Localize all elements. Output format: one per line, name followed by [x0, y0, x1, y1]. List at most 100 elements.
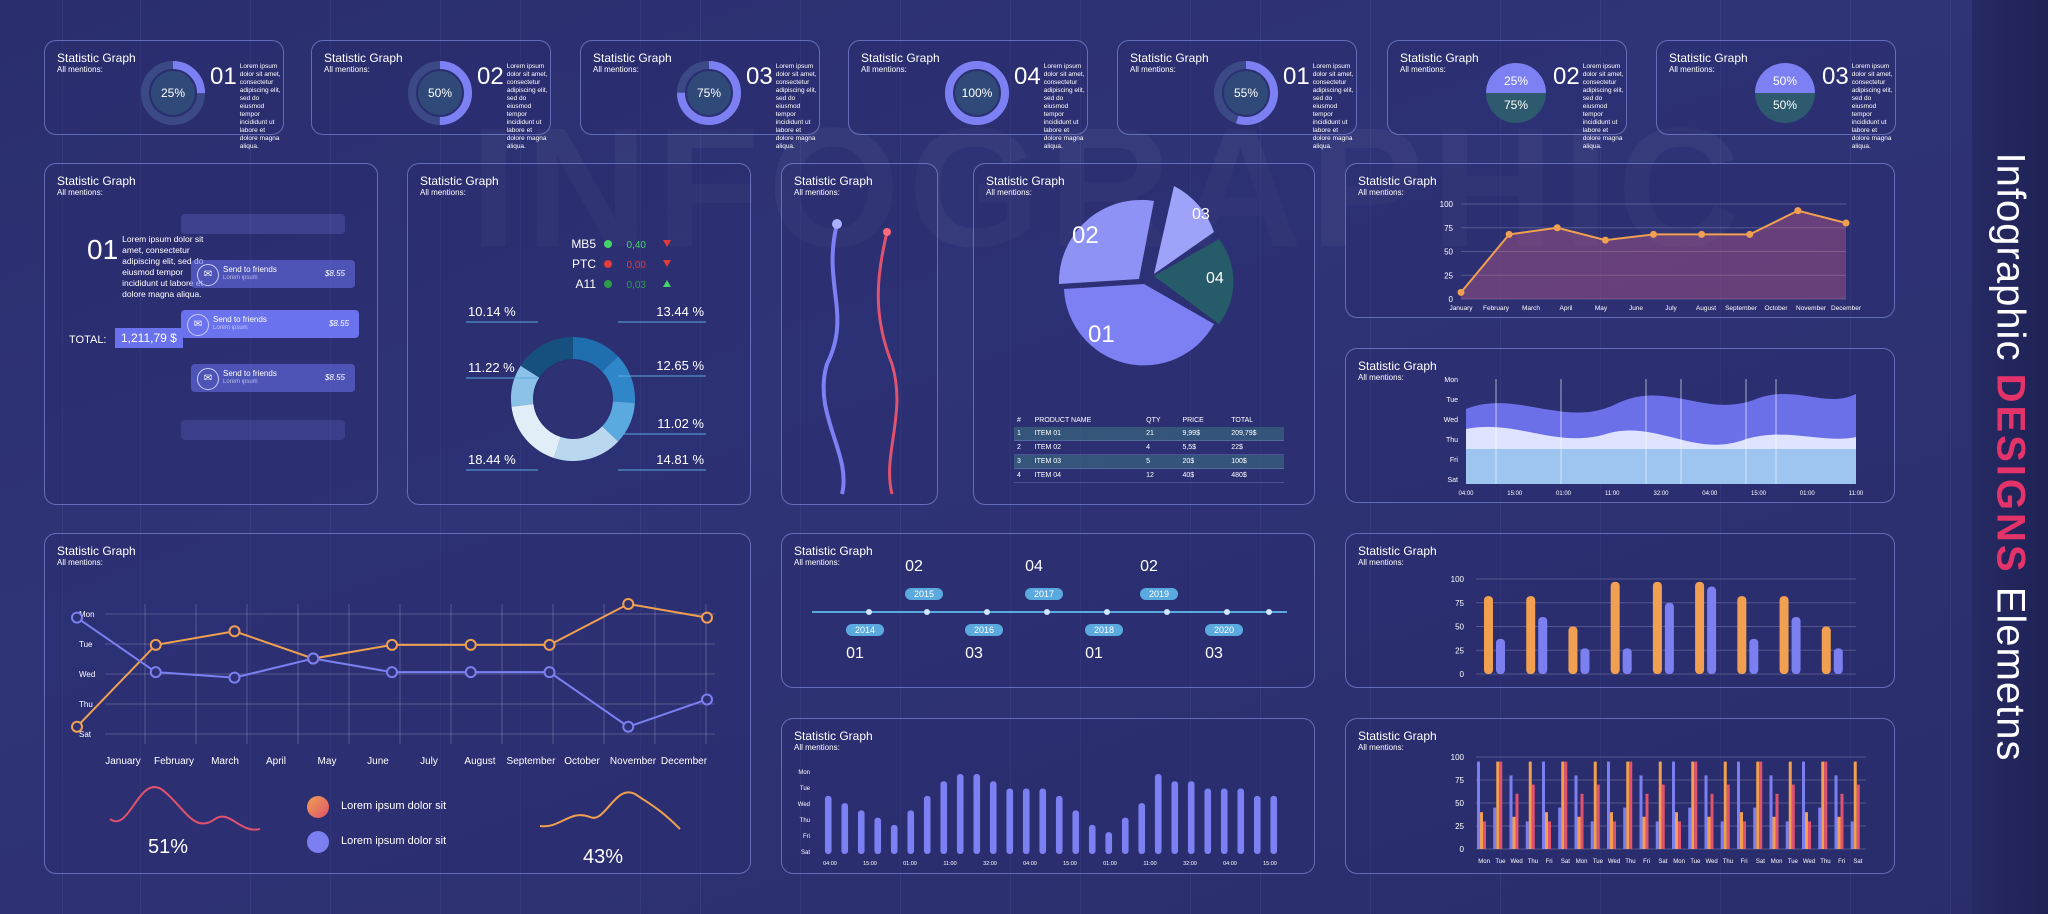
- x-tick-label: Fri: [1741, 859, 1748, 865]
- bar: [1808, 821, 1811, 849]
- donut-lorem: Lorem ipsum dolor sit amet, consectetur …: [1851, 63, 1893, 150]
- y-tick-label: 100: [1440, 200, 1454, 209]
- y-tick-label: 50: [1455, 623, 1464, 632]
- bar: [1493, 807, 1497, 849]
- y-tick-label: 0: [1449, 295, 1454, 304]
- bar: [1574, 775, 1578, 849]
- sidebar-title-designs: DESIGNS: [1988, 373, 2033, 575]
- x-tick-label: 04:00: [1023, 861, 1037, 867]
- bar: [1558, 807, 1562, 849]
- table-header: TOTAL: [1231, 417, 1254, 424]
- y-tick-label: 75: [1455, 776, 1464, 785]
- bar: [1607, 761, 1610, 849]
- ring-label-left: 11.22 %: [468, 360, 515, 375]
- x-tick-label: February: [154, 756, 194, 767]
- bar: [1837, 816, 1841, 849]
- donut-text: 01 Lorem ipsum dolor sit amet, consectetu…: [1283, 63, 1355, 151]
- donut-top-half: [1755, 63, 1815, 93]
- pie-slice-label-03: 03: [1192, 206, 1210, 223]
- donut-percent-bottom: 50%: [1773, 98, 1797, 112]
- pie-slice-03: [1154, 186, 1214, 274]
- ring-label-left: 10.14 %: [468, 304, 516, 319]
- timeline-dot: [866, 609, 872, 615]
- area-point: [1505, 230, 1513, 238]
- friend-item[interactable]: ✉ Send to friends Lorem ipsum $8.55: [181, 310, 359, 338]
- donut-text: 03 Lorem ipsum dolor sit amet, consectetu…: [1822, 63, 1894, 151]
- timeline-dot: [1044, 609, 1050, 615]
- bar: [1509, 775, 1513, 849]
- bar-series-1: [1652, 581, 1662, 674]
- send-icon: ✉: [197, 368, 219, 390]
- table-cell: 12: [1146, 472, 1154, 479]
- x-tick-label: Mon: [1673, 859, 1685, 865]
- series-point: [307, 652, 320, 665]
- donut-card: Statistic Graph All mentions: 50% 50% 03 Lore…: [1656, 40, 1896, 150]
- bar: [1525, 821, 1529, 849]
- bar: [1596, 784, 1600, 849]
- bar: [1691, 761, 1695, 849]
- timeline-dot: [984, 609, 990, 615]
- bar: [1055, 795, 1063, 854]
- bar: [1726, 784, 1730, 849]
- bar: [1756, 761, 1760, 849]
- card-title: Statistic Graph: [986, 174, 1065, 188]
- year-label: 2016: [974, 625, 994, 635]
- total-label: TOTAL:: [69, 334, 107, 346]
- ring-segment: [602, 356, 635, 403]
- x-tick-label: October: [564, 756, 600, 767]
- series-point: [622, 598, 635, 610]
- donut-card: Statistic Graph All mentions: 50% 02 Lorem i…: [311, 40, 551, 150]
- x-tick-label: Wed: [1608, 859, 1620, 865]
- card-title: Statistic Graph: [324, 51, 403, 65]
- legend-label-1: Lorem ipsum dolor sit: [341, 800, 447, 812]
- x-tick-label: June: [1629, 305, 1643, 312]
- bar: [1775, 793, 1779, 849]
- x-tick-label: Sat: [1853, 859, 1862, 865]
- bar-series-1: [1695, 581, 1705, 674]
- area-point: [1457, 288, 1465, 296]
- bar: [824, 795, 832, 854]
- area-point: [1842, 219, 1850, 227]
- bar-series-1: [1821, 626, 1831, 674]
- friend-label: Send to friends: [223, 369, 277, 378]
- timeline-dot: [1164, 609, 1170, 615]
- bar: [1577, 816, 1581, 849]
- donut-lorem: Lorem ipsum dolor sit amet, consectetur …: [1582, 63, 1624, 150]
- area-point: [1794, 207, 1802, 215]
- friend-item[interactable]: ✉ Send to friends Lorem ipsum $8.55: [191, 260, 355, 288]
- x-tick-label: Thu: [1723, 859, 1733, 865]
- year-pill: [905, 588, 943, 600]
- y-tick-label: Fri: [1450, 457, 1459, 464]
- ring-legend-name: PTC: [572, 257, 596, 271]
- card-title: Statistic Graph: [593, 51, 672, 65]
- table-cell: 1: [1017, 430, 1021, 437]
- card-title: Statistic Graph: [1358, 174, 1437, 188]
- donut-percent: 100%: [962, 86, 993, 100]
- x-tick-label: 01:00: [1103, 861, 1117, 867]
- x-tick-label: Mon: [1771, 859, 1783, 865]
- donut-number: 01: [210, 63, 237, 90]
- friend-label: Send to friends: [223, 265, 277, 274]
- weekly-lines-card: Statistic Graph All mentions: Mon Tue Wed T…: [44, 533, 751, 874]
- x-tick-label: Sat: [1756, 859, 1765, 865]
- bar: [1840, 793, 1844, 849]
- bar: [1658, 761, 1662, 849]
- donut-center: [418, 71, 462, 115]
- friends-text: 01 Lorem ipsum dolor sit amet, consectet…: [87, 234, 207, 300]
- bar: [956, 774, 964, 854]
- table-row: 2 ITEM 02 4 5,5$ 22$: [1014, 441, 1284, 455]
- card-subtitle: All mentions:: [794, 558, 840, 567]
- bar-series-2: [1707, 586, 1717, 674]
- bar: [1704, 775, 1708, 849]
- bar: [1639, 775, 1643, 849]
- card-title: Statistic Graph: [794, 174, 873, 188]
- bar: [989, 781, 997, 854]
- x-tick-label: January: [1449, 305, 1473, 312]
- friend-item[interactable]: ✉ Send to friends Lorem ipsum $8.55: [191, 364, 355, 392]
- area-point: [1650, 230, 1657, 238]
- friends-card: Statistic Graph All mentions: 01 Lorem i…: [44, 163, 378, 505]
- timeline-dot: [924, 609, 930, 615]
- donut-lorem: Lorem ipsum dolor sit amet, consectetur …: [775, 63, 817, 150]
- bar: [1561, 761, 1565, 849]
